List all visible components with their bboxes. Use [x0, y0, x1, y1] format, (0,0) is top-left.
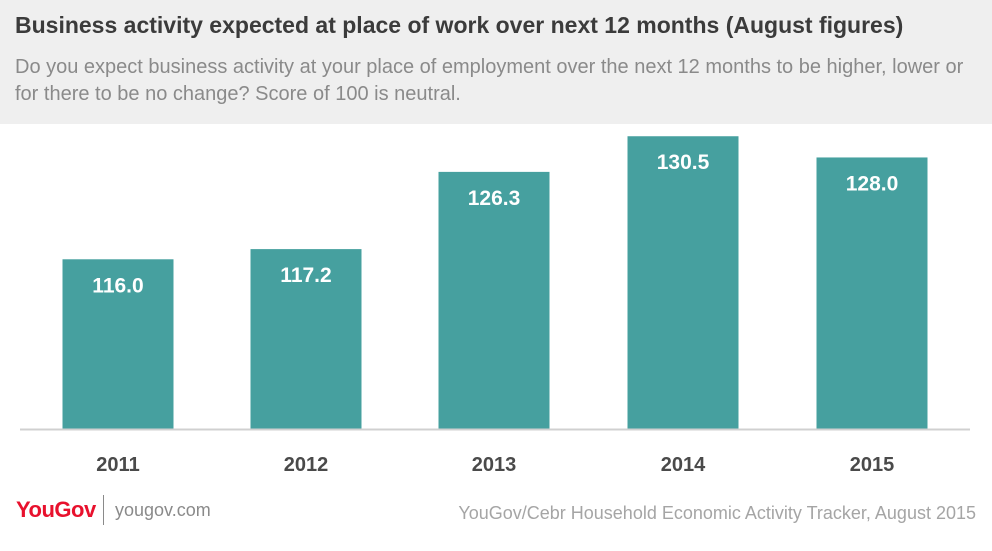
bar-2013: [438, 171, 550, 429]
bar-2015: [816, 157, 928, 429]
data-label-2013: 126.3: [468, 187, 521, 210]
chart-subtitle: Do you expect business activity at your …: [15, 56, 964, 105]
footer-url[interactable]: yougov.com: [115, 500, 211, 520]
x-tick-label-2011: 2011: [96, 454, 139, 476]
data-label-2011: 116.0: [92, 274, 143, 297]
chart-title: Business activity expected at place of w…: [15, 12, 904, 38]
bar-2011: [62, 259, 174, 429]
bar-chart: 116.0 2011 117.2 2012 126.3 2013 130.5 2014 128.…: [20, 136, 970, 476]
x-tick-label-2015: 2015: [850, 454, 895, 476]
header-panel: Business activity expected at place of w…: [0, 0, 992, 124]
footer-separator: [103, 495, 104, 525]
data-label-2014: 130.5: [657, 151, 710, 174]
data-label-2012: 117.2: [280, 264, 331, 287]
yougov-logo: YouGov: [16, 497, 96, 522]
data-label-2015: 128.0: [846, 172, 899, 195]
x-tick-label-2014: 2014: [661, 454, 706, 476]
bar-2014: [627, 136, 739, 429]
bar-2012: [250, 249, 362, 429]
footer-source: YouGov/Cebr Household Economic Activity …: [458, 503, 976, 523]
x-tick-label-2012: 2012: [284, 454, 329, 476]
x-tick-label-2013: 2013: [472, 454, 517, 476]
